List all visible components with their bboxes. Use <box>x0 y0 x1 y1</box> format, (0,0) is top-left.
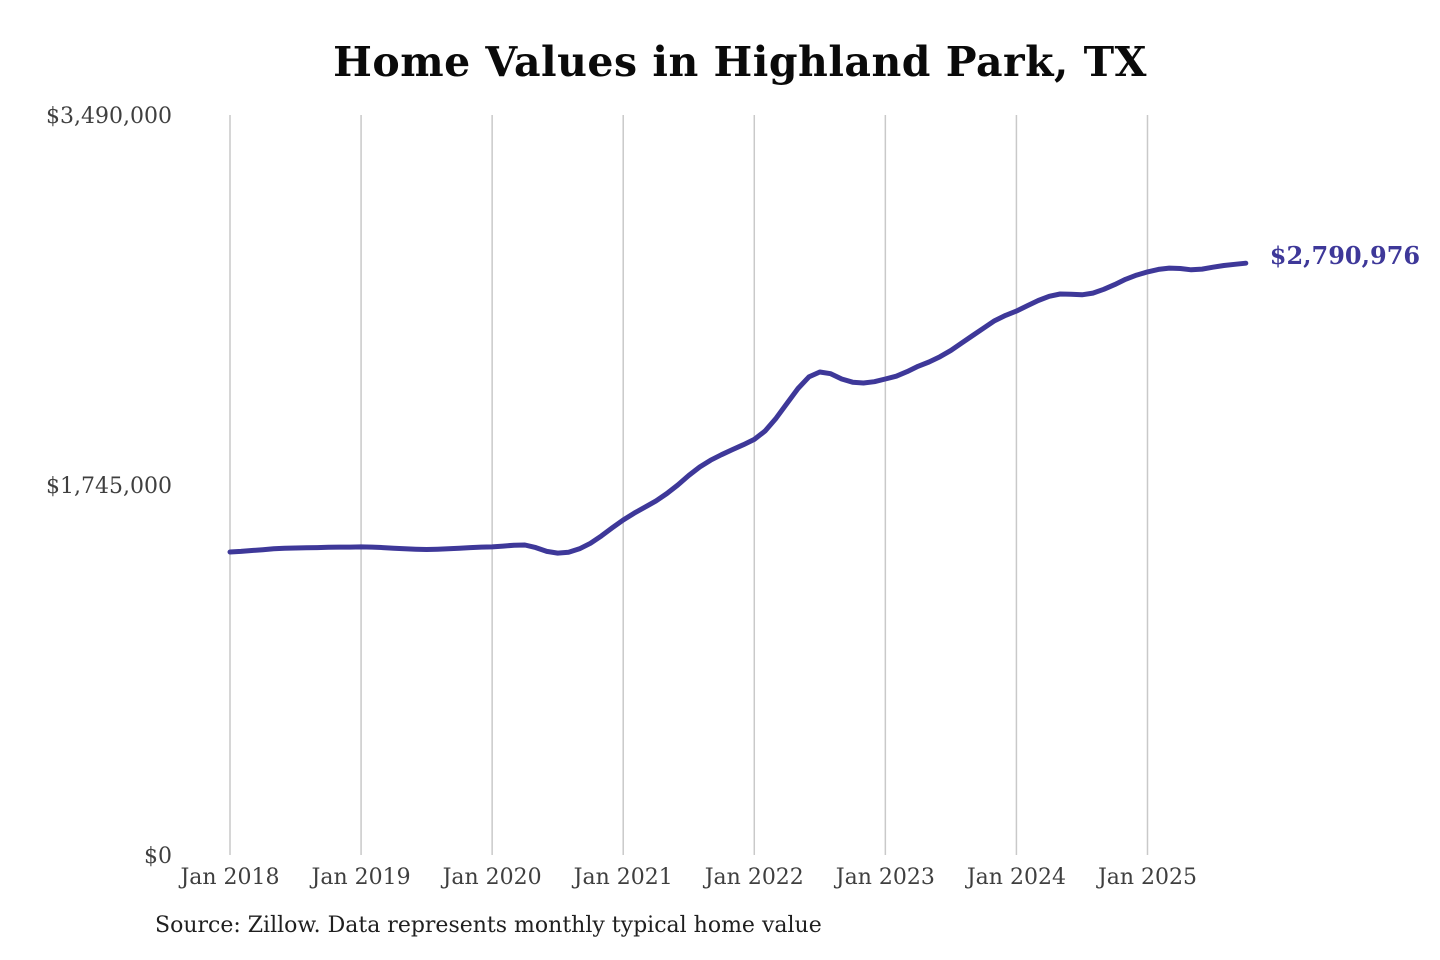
x-tick-label: Jan 2024 <box>965 865 1066 890</box>
x-tick-label: Jan 2021 <box>572 865 673 890</box>
y-tick-label: $0 <box>144 844 172 869</box>
x-tick-label: Jan 2020 <box>441 865 542 890</box>
y-tick-label: $3,490,000 <box>46 104 172 129</box>
x-tick-label: Jan 2025 <box>1096 865 1197 890</box>
home-value-series-line <box>227 260 1249 556</box>
source-note: Source: Zillow. Data represents monthly … <box>155 913 822 938</box>
latest-value-label: $2,790,976 <box>1270 241 1420 270</box>
x-tick-label: Jan 2023 <box>834 865 935 890</box>
chart-title: Home Values in Highland Park, TX <box>333 38 1147 86</box>
x-axis-tick-labels: Jan 2018 Jan 2019 Jan 2020 Jan 2021 Jan 2022… <box>178 865 1197 890</box>
x-tick-label: Jan 2019 <box>310 865 411 890</box>
vertical-gridlines <box>229 115 1149 855</box>
y-tick-label: $1,745,000 <box>46 474 172 499</box>
x-tick-label: Jan 2018 <box>178 865 279 890</box>
x-tick-label: Jan 2022 <box>703 865 804 890</box>
y-axis-tick-labels: $0 $1,745,000 $3,490,000 <box>46 104 172 869</box>
